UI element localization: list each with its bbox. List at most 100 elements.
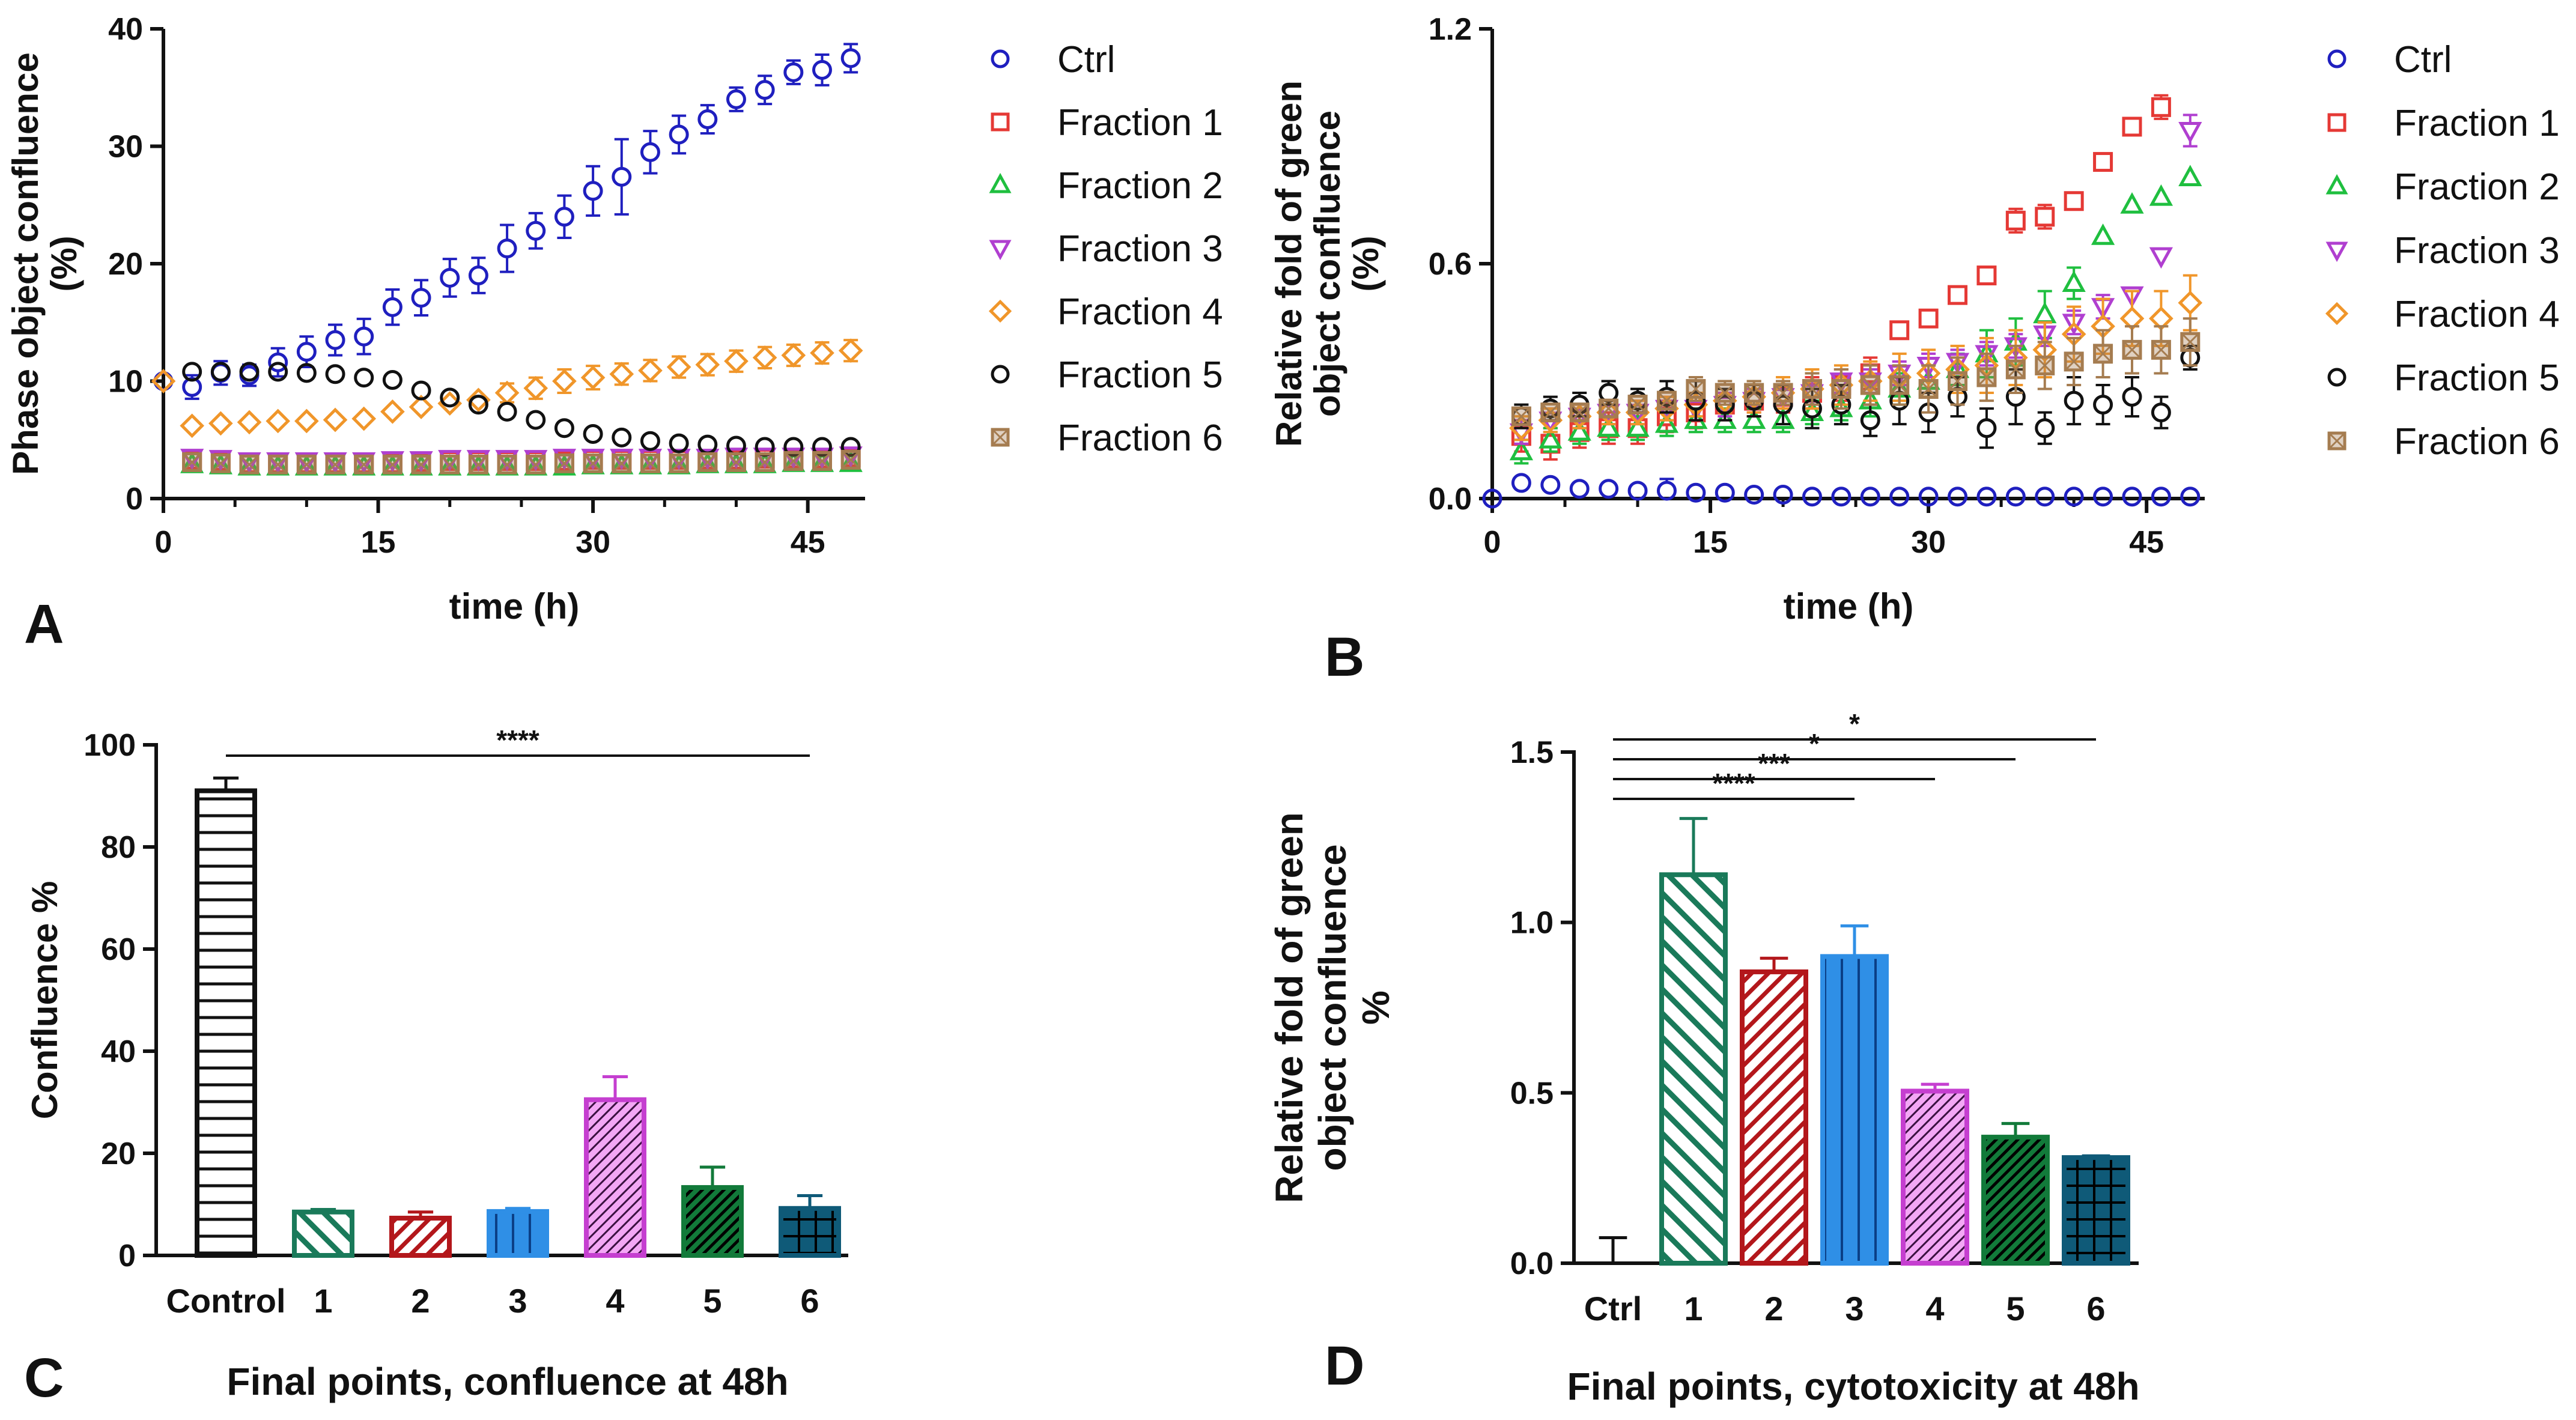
data-point — [812, 59, 832, 80]
data-point — [182, 452, 202, 472]
y-tick-label: 20 — [108, 247, 143, 282]
legend-entry-f4: Fraction 4 — [988, 291, 1223, 333]
data-point — [494, 380, 520, 405]
legend-entry-f2: Fraction 2 — [989, 165, 1223, 207]
data-point — [497, 238, 517, 259]
marker-cross — [2065, 352, 2083, 371]
data-point — [2178, 122, 2202, 144]
data-point — [1860, 410, 1880, 431]
marker-cross — [555, 454, 574, 473]
bar-5 — [681, 1165, 744, 1258]
data-point — [1599, 398, 1619, 419]
data-point — [180, 413, 205, 438]
data-point — [2062, 270, 2086, 292]
data-point — [382, 297, 402, 317]
data-point — [552, 369, 577, 393]
bar-2 — [1740, 956, 1808, 1266]
marker-cross — [240, 455, 259, 474]
data-point — [838, 338, 863, 363]
data-point — [237, 410, 262, 435]
data-point — [755, 80, 775, 100]
data-point — [2035, 487, 2055, 507]
data-point — [2003, 345, 2028, 370]
panel-letter-A: A — [24, 593, 64, 655]
legend-label: Fraction 5 — [1057, 354, 1223, 396]
y-axis-title-line: object confluence — [1311, 844, 1354, 1171]
data-point — [1540, 475, 1561, 495]
y-axis-title: Phase object confluence(%) — [5, 52, 84, 475]
legend-label: Fraction 1 — [2394, 103, 2560, 144]
marker-cross — [326, 455, 345, 474]
bar-Ctrl — [1599, 1236, 1627, 1263]
data-point — [1509, 438, 1534, 461]
panel-b-scatter: 0.0 0.6 1.2 0 15 30 45 time (h) Relative fold of… — [1269, 12, 2560, 627]
data-point — [411, 380, 431, 401]
data-point — [612, 166, 632, 187]
y-tick-label: 1.2 — [1429, 12, 1472, 47]
legend-entry-f6: Fraction 6 — [2327, 421, 2560, 463]
data-point — [781, 343, 806, 368]
legend-entry-ctrl: Ctrl — [991, 39, 1115, 80]
category-label: 5 — [2006, 1290, 2025, 1327]
data-point — [2093, 152, 2113, 172]
x-tick-label: 45 — [791, 525, 825, 560]
marker-cross — [1832, 380, 1850, 398]
data-point — [1802, 487, 1822, 507]
bar-rect — [779, 1206, 841, 1258]
data-point — [1715, 482, 1735, 503]
data-point — [411, 288, 431, 308]
marker-cross — [2122, 341, 2142, 359]
marker-cross — [2035, 356, 2054, 375]
data-point — [1686, 390, 1706, 411]
data-point — [810, 341, 834, 365]
data-point — [1712, 388, 1737, 413]
data-point — [352, 452, 376, 474]
marker-cross — [1512, 407, 1531, 426]
data-point — [640, 142, 660, 162]
marker-cross — [2006, 360, 2025, 379]
category-label: 1 — [314, 1282, 332, 1320]
data-point — [526, 410, 546, 430]
data-point — [840, 48, 861, 68]
data-point — [2178, 165, 2202, 187]
bar-rect — [1659, 872, 1728, 1266]
panel-letters: A B C D — [24, 593, 1364, 1409]
data-point — [2035, 418, 2055, 438]
marker-cross — [297, 455, 316, 474]
data-point — [2093, 487, 2113, 507]
data-point — [526, 454, 546, 475]
bar-6 — [779, 1194, 841, 1258]
legend-marker — [2327, 368, 2347, 387]
marker-cross — [991, 428, 1009, 446]
bar-2 — [389, 1210, 452, 1258]
y-axis-title-line: Phase object confluence — [5, 52, 46, 475]
legend-label: Fraction 6 — [1057, 417, 1223, 459]
marker-cross — [269, 455, 287, 474]
legend-marker — [988, 299, 1012, 323]
data-point — [296, 363, 317, 383]
category-label: 6 — [2086, 1290, 2105, 1327]
data-point — [2032, 338, 2058, 362]
data-point — [440, 454, 460, 475]
data-point — [411, 454, 431, 475]
data-point — [669, 453, 689, 473]
data-point — [583, 181, 603, 201]
data-point — [2178, 290, 2203, 315]
marker-cross — [1861, 375, 1880, 395]
data-point — [2091, 223, 2115, 245]
data-point — [1860, 487, 1880, 507]
data-point — [812, 451, 832, 471]
series-f5 — [182, 362, 861, 457]
data-point — [1627, 481, 1648, 501]
y-tick-label: 0 — [118, 1239, 136, 1273]
data-point — [640, 453, 660, 473]
data-point — [325, 454, 345, 475]
data-point — [2122, 387, 2142, 407]
x-tick-label: 30 — [1911, 525, 1946, 560]
data-point — [755, 452, 775, 472]
data-point — [1974, 353, 1999, 378]
data-point — [1918, 379, 1939, 399]
data-point — [1569, 402, 1590, 423]
data-point — [2122, 117, 2142, 137]
y-axis-title: Relative fold of greenobject confluence% — [1268, 812, 1397, 1203]
